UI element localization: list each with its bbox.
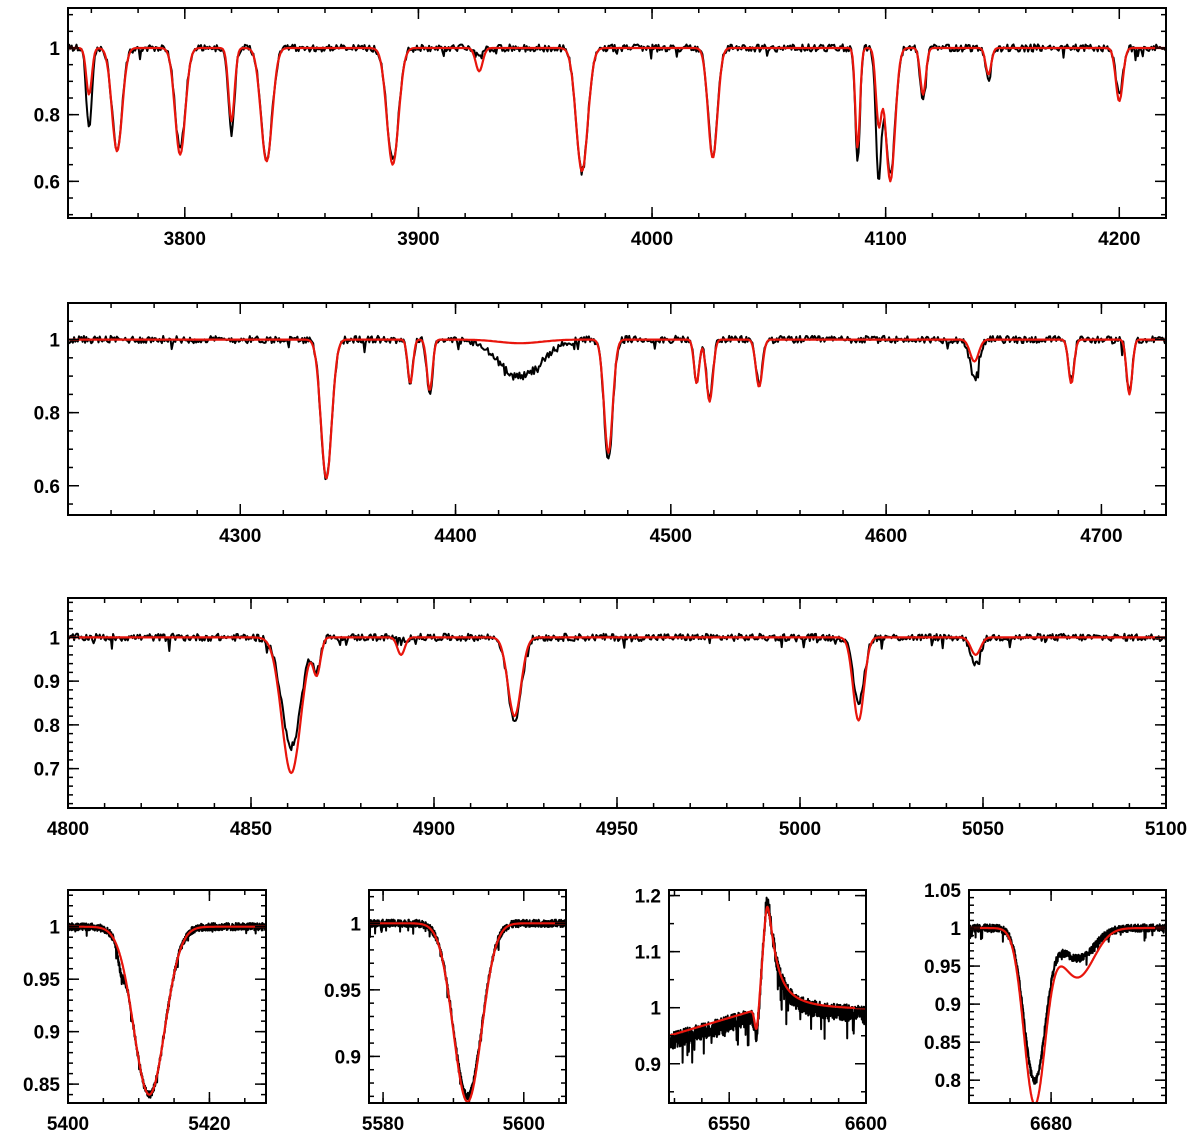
y-tick-label: 1	[650, 999, 661, 1020]
x-tick-label: 5580	[362, 1114, 404, 1135]
x-tick-label: 4600	[865, 526, 907, 547]
x-tick-label: 5100	[1145, 819, 1187, 840]
observed-spectrum-7	[969, 923, 1166, 1085]
y-tick-label: 1.2	[635, 887, 661, 908]
y-tick-label: 0.9	[34, 1023, 60, 1044]
plot-frame	[368, 889, 567, 1104]
plot-frame	[67, 7, 1167, 219]
model-spectrum-4	[68, 925, 266, 1096]
plot-frame	[67, 597, 1167, 809]
panel-5: 5580 5600 0.9 0.95 1	[324, 889, 567, 1135]
x-tick-label: 5600	[503, 1114, 545, 1135]
y-tick-label: 0.6	[34, 172, 60, 193]
y-tick-label: 0.9	[635, 1055, 661, 1076]
observed-spectrum-6	[669, 896, 866, 1064]
x-tick-label: 4300	[219, 526, 261, 547]
y-tick-label: 1	[49, 39, 60, 60]
panel-7: 6680 0.8 0.85 0.9 0.95 1 1.05	[924, 881, 1167, 1135]
panel-3: 4800 4850 4900 4950 5000 5050 5100 0.7 0.8 0.9 1	[34, 597, 1187, 840]
x-tick-label: 3800	[164, 229, 206, 250]
plot-frame	[67, 889, 267, 1104]
x-tick-label: 5000	[779, 819, 821, 840]
y-tick-label: 0.8	[34, 404, 60, 425]
y-tick-label: 0.9	[34, 672, 60, 693]
x-tick-label: 4000	[631, 229, 673, 250]
y-tick-label: 1	[350, 914, 361, 935]
model-spectrum-7	[969, 926, 1166, 1103]
model-spectrum-5	[369, 922, 566, 1103]
x-tick-label: 4100	[865, 229, 907, 250]
x-tick-label: 4200	[1098, 229, 1140, 250]
x-tick-label: 4900	[413, 819, 455, 840]
x-tick-label: 4400	[434, 526, 476, 547]
model-spectrum-6	[669, 905, 866, 1037]
x-tick-label: 4800	[47, 819, 89, 840]
x-tick-label: 6550	[708, 1114, 750, 1135]
y-tick-label: 1	[49, 331, 60, 352]
model-spectrum-2	[68, 338, 1166, 480]
x-tick-label: 4700	[1080, 526, 1122, 547]
y-tick-label: 1.1	[635, 943, 662, 964]
x-tick-label: 6600	[845, 1114, 887, 1135]
y-tick-label: 0.8	[935, 1071, 961, 1092]
y-tick-label: 0.6	[34, 477, 60, 498]
x-tick-label: 5420	[188, 1114, 230, 1135]
x-tick-label: 6680	[1030, 1114, 1072, 1135]
observed-spectrum-3	[68, 632, 1166, 752]
y-tick-label: 1	[49, 628, 60, 649]
y-tick-label: 0.9	[335, 1047, 361, 1068]
model-spectrum-1	[68, 46, 1166, 183]
plot-frame	[968, 889, 1167, 1104]
panel-4: 5400 5420 0.85 0.9 0.95 1	[23, 889, 267, 1135]
y-tick-label: 0.85	[924, 1033, 961, 1054]
x-tick-label: 4850	[230, 819, 272, 840]
y-tick-label: 0.95	[23, 970, 60, 991]
x-tick-label: 4500	[650, 526, 692, 547]
x-tick-label: 3900	[397, 229, 439, 250]
y-tick-label: 0.95	[324, 981, 361, 1002]
plot-frame	[668, 889, 867, 1104]
y-tick-label: 0.95	[924, 957, 961, 978]
plot-frame	[67, 302, 1167, 516]
y-tick-label: 0.8	[34, 106, 60, 127]
y-tick-label: 0.9	[935, 995, 961, 1016]
model-spectrum-3	[68, 636, 1166, 775]
x-tick-label: 4950	[596, 819, 638, 840]
y-tick-label: 0.7	[34, 760, 60, 781]
x-tick-label: 5400	[47, 1114, 89, 1135]
y-tick-label: 1	[950, 919, 961, 940]
y-tick-label: 0.85	[23, 1075, 60, 1096]
x-tick-label: 5050	[962, 819, 1004, 840]
observed-spectrum-5	[369, 918, 566, 1103]
y-tick-label: 1.05	[924, 881, 961, 902]
panel-2: 4300 4400 4500 4600 4700 0.6 0.8 1	[34, 302, 1167, 547]
y-tick-label: 0.8	[34, 716, 60, 737]
panel-6: 6550 6600 0.9 1 1.1 1.2	[635, 887, 888, 1135]
y-tick-label: 1	[49, 918, 60, 939]
panel-1: 3800 3900 4000 4100 4200 0.6 0.8 1	[34, 7, 1167, 250]
